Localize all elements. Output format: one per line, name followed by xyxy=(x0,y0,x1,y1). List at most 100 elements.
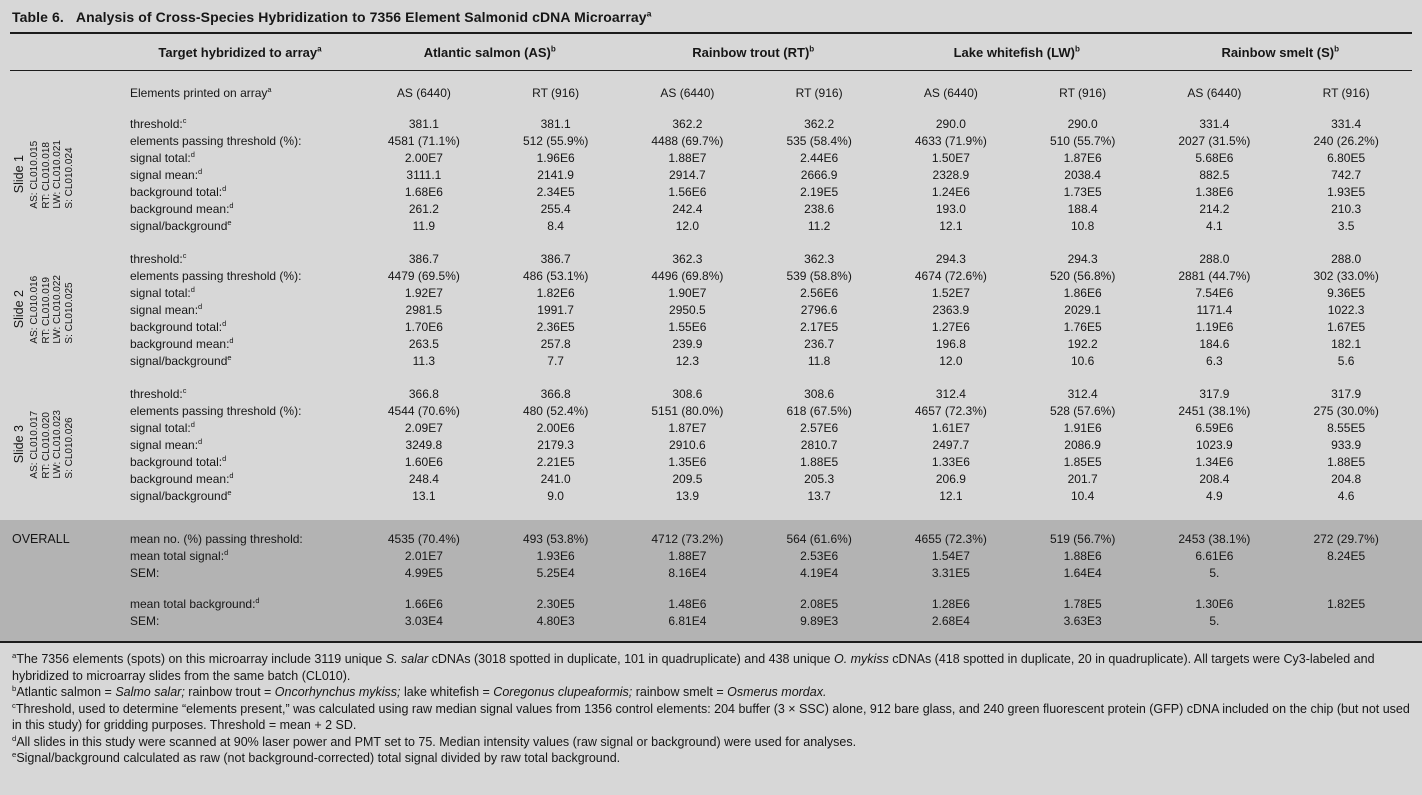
row-label: background mean:d xyxy=(130,335,234,351)
data-cell: 13.1 xyxy=(412,488,436,503)
data-cell: 4.80E3 xyxy=(536,613,575,628)
subcolumn-header: AS (6440) xyxy=(660,86,715,100)
data-cell: 2029.1 xyxy=(1064,302,1101,317)
table-caption: Analysis of Cross-Species Hybridization … xyxy=(76,9,652,25)
table-row: signal/backgrounde 11.3 7.7 12.3 11.8 12.0 10.… xyxy=(122,352,1412,369)
slide-name: Slide 1 xyxy=(12,155,26,194)
overall-section: OVERALL mean no. (%) passing threshold: 45… xyxy=(0,520,1422,641)
data-cell: 1.56E6 xyxy=(668,184,707,199)
data-cell: 317.9 xyxy=(1331,386,1362,401)
data-cell: 4496 (69.8%) xyxy=(651,268,724,283)
row-label: background total:d xyxy=(130,318,227,334)
data-cell: 1.24E6 xyxy=(931,184,970,199)
data-cell: 1.66E6 xyxy=(404,596,443,611)
data-cell: 288.0 xyxy=(1199,251,1230,266)
subcolumn-header: AS (6440) xyxy=(396,86,451,100)
data-cell: 1.88E7 xyxy=(668,150,707,165)
slide-left-labels: Slide 2 AS: CL010.016 RT: CL010.019 LW: CL0… xyxy=(10,250,122,369)
data-cell: 2.08E5 xyxy=(800,596,839,611)
data-cell: 2038.4 xyxy=(1064,167,1101,182)
overall-gap xyxy=(10,581,1412,595)
data-cell: 1.35E6 xyxy=(668,454,707,469)
data-cell: 882.5 xyxy=(1199,167,1230,182)
data-cell: 362.2 xyxy=(804,116,835,131)
data-cell: 1.54E7 xyxy=(931,548,970,563)
data-cell: 1.34E6 xyxy=(1195,454,1234,469)
data-cell: 4.6 xyxy=(1337,488,1355,503)
row-label: signal total:d xyxy=(130,149,195,165)
data-cell: 2950.5 xyxy=(669,302,706,317)
table-row: elements passing threshold (%): 4544 (70.… xyxy=(122,402,1412,419)
data-cell: 257.8 xyxy=(540,336,571,351)
target-column-header: Target hybridized to arraya xyxy=(158,44,322,60)
data-cell: 1.28E6 xyxy=(931,596,970,611)
overall-row: SEM: 3.03E4 4.80E3 6.81E4 9.89E3 2.68E4 3.63E3… xyxy=(10,612,1412,629)
subcolumn-header: RT (916) xyxy=(795,86,843,100)
table-row: signal mean:d 3249.8 2179.3 2910.6 2810.7 249… xyxy=(122,436,1412,453)
row-label: threshold:c xyxy=(130,250,187,266)
overall-row: OVERALL mean no. (%) passing threshold: 45… xyxy=(10,530,1412,547)
table-row: signal total:d 2.00E7 1.96E6 1.88E7 2.44E6 1.… xyxy=(122,149,1412,166)
data-cell: 4633 (71.9%) xyxy=(914,133,987,148)
data-cell: 366.8 xyxy=(540,386,571,401)
table-row: background mean:d 263.5 257.8 239.9 236.7 196… xyxy=(122,335,1412,352)
slide-id: RT: CL010.019 xyxy=(40,277,52,344)
data-cell: 236.7 xyxy=(804,336,835,351)
group-header-rainbow-smelt: Rainbow smelt (S)b xyxy=(1221,44,1340,60)
subcolumn-header: AS (6440) xyxy=(923,86,978,100)
data-cell: 2.00E6 xyxy=(536,420,575,435)
data-cell: 294.3 xyxy=(935,251,966,266)
data-cell: 2810.7 xyxy=(800,437,838,452)
table-row: background mean:d 261.2 255.4 242.4 238.6 193… xyxy=(122,200,1412,217)
row-label: signal/backgrounde xyxy=(130,217,232,233)
data-cell: 312.4 xyxy=(1067,386,1098,401)
data-cell: 294.3 xyxy=(1067,251,1098,266)
slide-left-labels: Slide 3 AS: CL010.017 RT: CL010.020 LW: CL0… xyxy=(10,385,122,504)
data-cell: 4712 (73.2%) xyxy=(651,531,724,546)
data-cell: 381.1 xyxy=(408,116,439,131)
data-cell: 1.55E6 xyxy=(668,319,707,334)
data-cell: 4.1 xyxy=(1206,218,1223,233)
data-cell: 4544 (70.6%) xyxy=(387,403,460,418)
data-cell: 6.59E6 xyxy=(1195,420,1234,435)
data-cell: 1.88E5 xyxy=(800,454,839,469)
slide-id: S: CL010.025 xyxy=(63,282,75,344)
data-cell: 290.0 xyxy=(935,116,966,131)
data-cell: 1.50E7 xyxy=(931,150,970,165)
data-cell: 11.2 xyxy=(807,218,831,233)
row-label: elements passing threshold (%): xyxy=(130,403,302,418)
row-label: mean no. (%) passing threshold: xyxy=(130,531,303,546)
data-cell: 1.78E5 xyxy=(1063,596,1102,611)
data-cell: 5.25E4 xyxy=(536,565,575,580)
data-cell: 9.36E5 xyxy=(1327,285,1366,300)
data-cell: 519 (56.7%) xyxy=(1049,531,1116,546)
data-cell: 1.27E6 xyxy=(931,319,970,334)
data-cell: 210.3 xyxy=(1331,201,1362,216)
data-cell: 1022.3 xyxy=(1327,302,1365,317)
slide-id: AS: CL010.017 xyxy=(29,410,41,479)
data-cell: 6.80E5 xyxy=(1327,150,1366,165)
slide-rows: threshold:c 381.1 381.1 362.2 362.2 290.0 290.… xyxy=(122,115,1412,234)
data-cell: 12.1 xyxy=(939,488,963,503)
data-cell: 255.4 xyxy=(540,201,571,216)
data-cell: 12.0 xyxy=(939,353,963,368)
table-row: background mean:d 248.4 241.0 209.5 205.3 206… xyxy=(122,470,1412,487)
rule-under-title xyxy=(10,32,1412,34)
data-cell: 8.16E4 xyxy=(668,565,707,580)
data-cell: 512 (55.9%) xyxy=(522,133,589,148)
footnote: cThreshold, used to determine “elements … xyxy=(12,700,1410,732)
data-cell: 208.4 xyxy=(1199,471,1230,486)
data-cell: 1.19E6 xyxy=(1195,319,1234,334)
data-cell: 2914.7 xyxy=(669,167,706,182)
footnote: aThe 7356 elements (spots) on this micro… xyxy=(12,650,1375,683)
data-cell: 486 (53.1%) xyxy=(522,268,589,283)
data-cell: 302 (33.0%) xyxy=(1313,268,1379,283)
table-row: background total:d 1.60E6 2.21E5 1.35E6 1.88… xyxy=(122,453,1412,470)
data-cell: 9.0 xyxy=(547,488,564,503)
data-cell: 261.2 xyxy=(408,201,439,216)
data-cell: 1.67E5 xyxy=(1327,319,1366,334)
data-cell: 312.4 xyxy=(935,386,966,401)
footnote-mark: b xyxy=(12,683,17,693)
data-cell: 4655 (72.3%) xyxy=(914,531,987,546)
